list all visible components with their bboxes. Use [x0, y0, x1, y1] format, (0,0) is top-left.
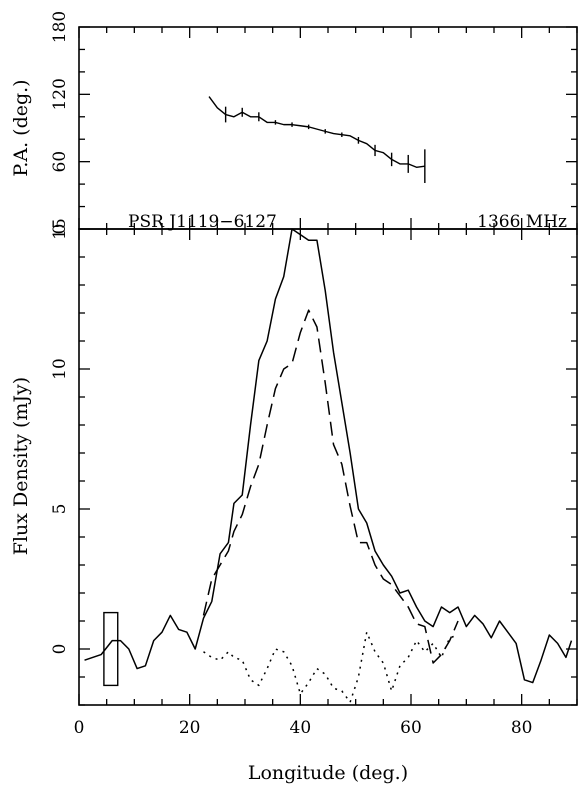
- pa-y-tick-label: 60: [50, 151, 70, 173]
- flux-panel: PSR J1119−6127 1366 MHz 0 5 10 15 0 20 40 60 80…: [10, 212, 578, 784]
- resolution-box: [103, 611, 119, 687]
- flux-x-tick-labels: 0 20 40 60 80: [74, 718, 533, 738]
- pa-marks: [208, 96, 426, 183]
- pa-y-tick-label: 180: [50, 11, 70, 43]
- flux-panel-frame: [78, 228, 578, 706]
- flux-dashed-curve: [202, 309, 459, 664]
- flux-ticks: [78, 228, 578, 706]
- flux-y-tick-label: 15: [50, 218, 70, 240]
- flux-dotted-curve: [203, 631, 459, 703]
- pa-ticks: [78, 26, 578, 230]
- flux-marks: [84, 228, 573, 703]
- flux-x-tick-label: 80: [511, 718, 533, 738]
- flux-y-tick-label: 5: [50, 504, 70, 515]
- pa-y-tick-label: 120: [50, 78, 70, 110]
- pa-y-tick-labels: 0 60 120 180: [50, 11, 70, 235]
- flux-x-tick-label: 0: [74, 718, 85, 738]
- flux-y-axis-label: Flux Density (mJy): [10, 377, 32, 555]
- pulsar-name-label: PSR J1119−6127: [128, 212, 277, 232]
- flux-solid-curve: [84, 228, 573, 684]
- pa-panel-frame: [78, 26, 578, 230]
- flux-x-tick-label: 40: [290, 718, 312, 738]
- flux-x-tick-label: 60: [400, 718, 422, 738]
- flux-x-tick-label: 20: [179, 718, 201, 738]
- flux-y-tick-label: 10: [50, 358, 70, 380]
- pa-y-axis-label: P.A. (deg.): [10, 79, 32, 176]
- pa-curve: [208, 96, 425, 168]
- frequency-label: 1366 MHz: [477, 212, 567, 232]
- pa-y-tick-label: 0: [50, 224, 70, 235]
- flux-y-tick-labels: 0 5 10 15: [50, 218, 70, 654]
- flux-x-axis-label: Longitude (deg.): [248, 762, 408, 784]
- flux-y-tick-label: 0: [50, 644, 70, 655]
- pa-panel: 0 60 120 180 P.A. (deg.): [10, 11, 578, 235]
